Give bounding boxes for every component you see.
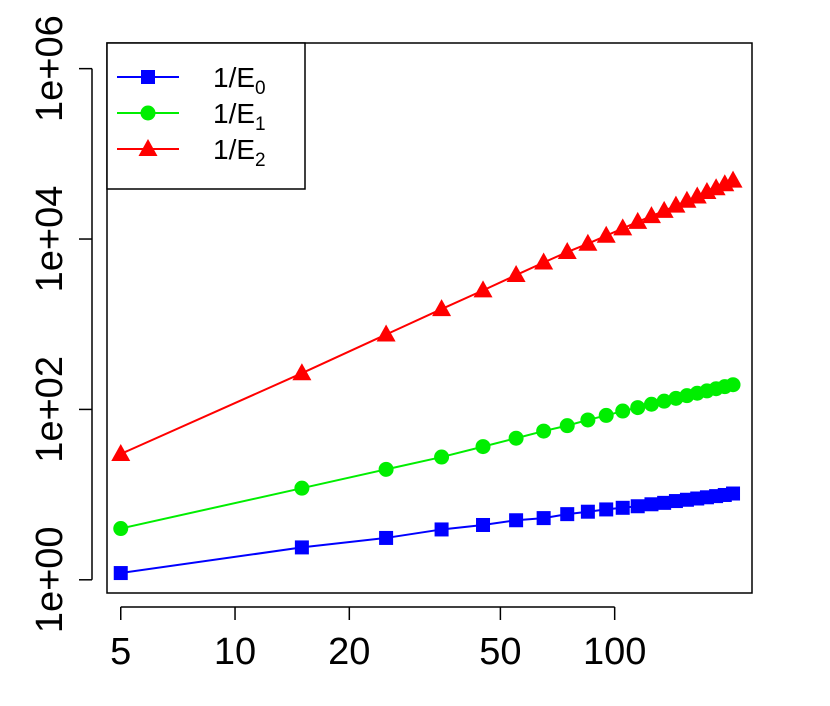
- y-tick-label: 1e+00: [29, 526, 71, 633]
- legend-label: 1/E2: [213, 134, 266, 171]
- data-point-square: [379, 530, 394, 545]
- legend-label-main: 1/E: [213, 98, 255, 129]
- data-point-triangle: [613, 218, 633, 236]
- x-tick-label: 100: [583, 631, 646, 673]
- data-point-circle: [615, 403, 631, 419]
- data-point-circle: [656, 393, 672, 409]
- data-point-triangle: [677, 190, 697, 208]
- data-point-triangle: [687, 186, 707, 204]
- legend-marker-triangle: [138, 139, 158, 156]
- data-point-triangle: [557, 242, 577, 260]
- data-point-square: [434, 522, 449, 537]
- data-point-triangle: [432, 299, 452, 317]
- series-markers: [111, 170, 743, 581]
- data-point-triangle: [506, 265, 526, 283]
- data-point-circle: [536, 423, 552, 439]
- data-point-square: [599, 502, 614, 517]
- data-point-square: [113, 566, 128, 581]
- data-point-square: [644, 497, 659, 512]
- data-point-square: [536, 511, 551, 526]
- legend: 1/E01/E11/E2: [106, 42, 306, 190]
- data-point-triangle: [596, 225, 616, 243]
- data-point-circle: [434, 449, 450, 465]
- data-point-square: [668, 494, 683, 509]
- x-tick-label: 10: [214, 631, 256, 673]
- data-point-triangle: [666, 195, 686, 213]
- legend-label: 1/E1: [213, 98, 266, 135]
- data-point-circle: [598, 407, 614, 423]
- legend-label-subscript: 1: [255, 114, 266, 135]
- data-point-triangle: [641, 206, 661, 224]
- data-point-square: [615, 500, 630, 515]
- legend-label-subscript: 0: [255, 78, 266, 99]
- data-point-triangle: [292, 363, 312, 381]
- legend-label: 1/E0: [213, 62, 266, 99]
- data-point-square: [580, 504, 595, 519]
- data-point-circle: [294, 480, 310, 496]
- legend-box: [106, 42, 306, 190]
- y-tick-label: 1e+02: [29, 356, 71, 463]
- data-point-circle: [508, 430, 524, 446]
- y-tick-label: 1e+06: [29, 15, 71, 122]
- data-point-square: [509, 513, 524, 528]
- data-point-triangle: [111, 443, 131, 461]
- data-point-circle: [580, 412, 596, 428]
- x-tick-label: 50: [479, 631, 521, 673]
- data-point-square: [726, 486, 741, 501]
- plot-frame: [106, 42, 753, 594]
- data-point-circle: [475, 439, 491, 455]
- data-point-triangle: [723, 170, 743, 188]
- y-tick-label: 1e+04: [29, 186, 71, 293]
- x-tick-label: 5: [110, 631, 131, 673]
- data-point-circle: [559, 418, 575, 434]
- data-point-square: [657, 495, 672, 510]
- data-point-triangle: [376, 324, 396, 342]
- data-point-square: [476, 517, 491, 532]
- x-tick-label: 20: [328, 631, 370, 673]
- data-point-circle: [113, 521, 129, 537]
- data-point-triangle: [578, 233, 598, 251]
- legend-marker-circle: [140, 105, 156, 121]
- data-point-circle: [378, 461, 394, 477]
- data-point-triangle: [473, 280, 493, 298]
- legend-marker-square: [141, 70, 155, 84]
- data-point-circle: [630, 400, 646, 416]
- data-point-square: [560, 507, 575, 522]
- data-point-triangle: [534, 252, 554, 270]
- data-point-triangle: [654, 200, 674, 218]
- data-point-circle: [643, 396, 659, 412]
- data-point-square: [294, 540, 309, 555]
- data-point-square: [630, 499, 645, 514]
- legend-label-main: 1/E: [213, 62, 255, 93]
- data-point-circle: [725, 377, 741, 393]
- data-point-triangle: [628, 211, 648, 229]
- legend-label-main: 1/E: [213, 134, 255, 165]
- legend-label-subscript: 2: [255, 150, 266, 171]
